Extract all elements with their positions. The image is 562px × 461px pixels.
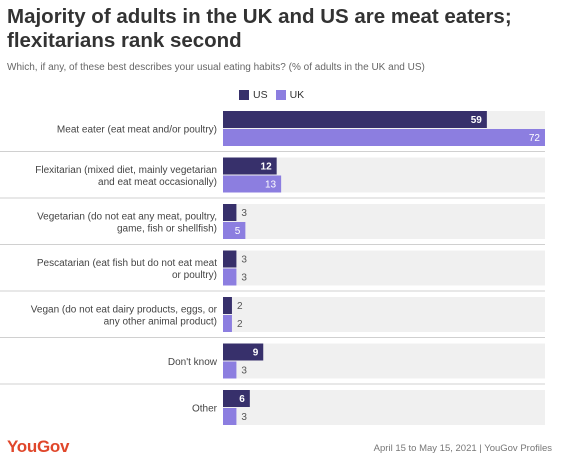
category-label: Vegetarian (do not eat any meat, poultry…	[37, 212, 217, 223]
chart-subtitle: Which, if any, of these best describes y…	[7, 62, 425, 73]
bar-uk	[223, 222, 246, 239]
bar-uk	[223, 408, 237, 425]
data-label-us: 6	[239, 394, 245, 405]
bar-chart: Meat eater (eat meat and/or poultry)5972…	[0, 111, 545, 425]
data-label-us: 12	[261, 162, 273, 173]
data-label-uk: 72	[529, 133, 541, 144]
bar-us	[223, 250, 237, 268]
data-label-us: 9	[253, 348, 259, 359]
bar-us	[223, 111, 487, 128]
category-label: or poultry)	[172, 270, 217, 281]
category-label: Don't know	[168, 357, 218, 368]
legend-item-us: US	[239, 89, 268, 101]
bar-us	[223, 204, 237, 221]
bar-us	[223, 297, 232, 314]
data-label-us: 3	[241, 208, 247, 219]
legend-label-us: US	[253, 89, 268, 101]
legend-swatch-us	[239, 90, 249, 100]
legend-item-uk: UK	[275, 89, 305, 101]
data-label-uk: 13	[265, 180, 277, 191]
bar-us	[223, 157, 277, 175]
chart-title: Majority of adults in the UK and US are …	[7, 5, 512, 52]
bar-uk	[223, 361, 237, 379]
bar-us	[223, 343, 264, 361]
bar-us	[223, 390, 250, 407]
category-label: Pescatarian (eat fish but do not eat mea…	[37, 258, 217, 269]
data-label-uk: 3	[241, 412, 247, 423]
row-background	[223, 343, 545, 379]
yougov-logo: YouGov	[7, 437, 70, 456]
legend-label-uk: UK	[289, 89, 305, 101]
legend-swatch-uk	[275, 90, 286, 100]
row-background	[223, 204, 545, 239]
data-label-uk: 3	[241, 366, 247, 377]
bar-uk	[223, 129, 545, 146]
category-label: and eat meat occasionally)	[98, 177, 217, 188]
category-label: Flexitarian (mixed diet, mainly vegetari…	[35, 165, 217, 176]
category-label: any other animal product)	[104, 317, 217, 328]
category-label: game, fish or shellfish)	[117, 224, 217, 235]
row-background	[223, 250, 545, 286]
data-label-uk: 5	[235, 226, 241, 237]
bar-uk	[223, 175, 282, 193]
source-note: April 15 to May 15, 2021 | YouGov Profil…	[373, 443, 552, 454]
row-background	[223, 297, 545, 332]
category-label: Vegan (do not eat dairy products, eggs, …	[31, 305, 218, 316]
data-label-uk: 2	[237, 319, 243, 330]
row-background	[223, 390, 545, 425]
data-label-uk: 3	[241, 273, 247, 284]
legend: US UK	[239, 88, 312, 102]
data-label-us: 3	[241, 255, 247, 266]
category-label: Other	[192, 404, 218, 415]
data-label-us: 2	[237, 301, 243, 312]
category-label: Meat eater (eat meat and/or poultry)	[57, 125, 217, 136]
data-label-us: 59	[471, 115, 483, 126]
bar-uk	[223, 268, 237, 286]
bar-uk	[223, 315, 232, 332]
